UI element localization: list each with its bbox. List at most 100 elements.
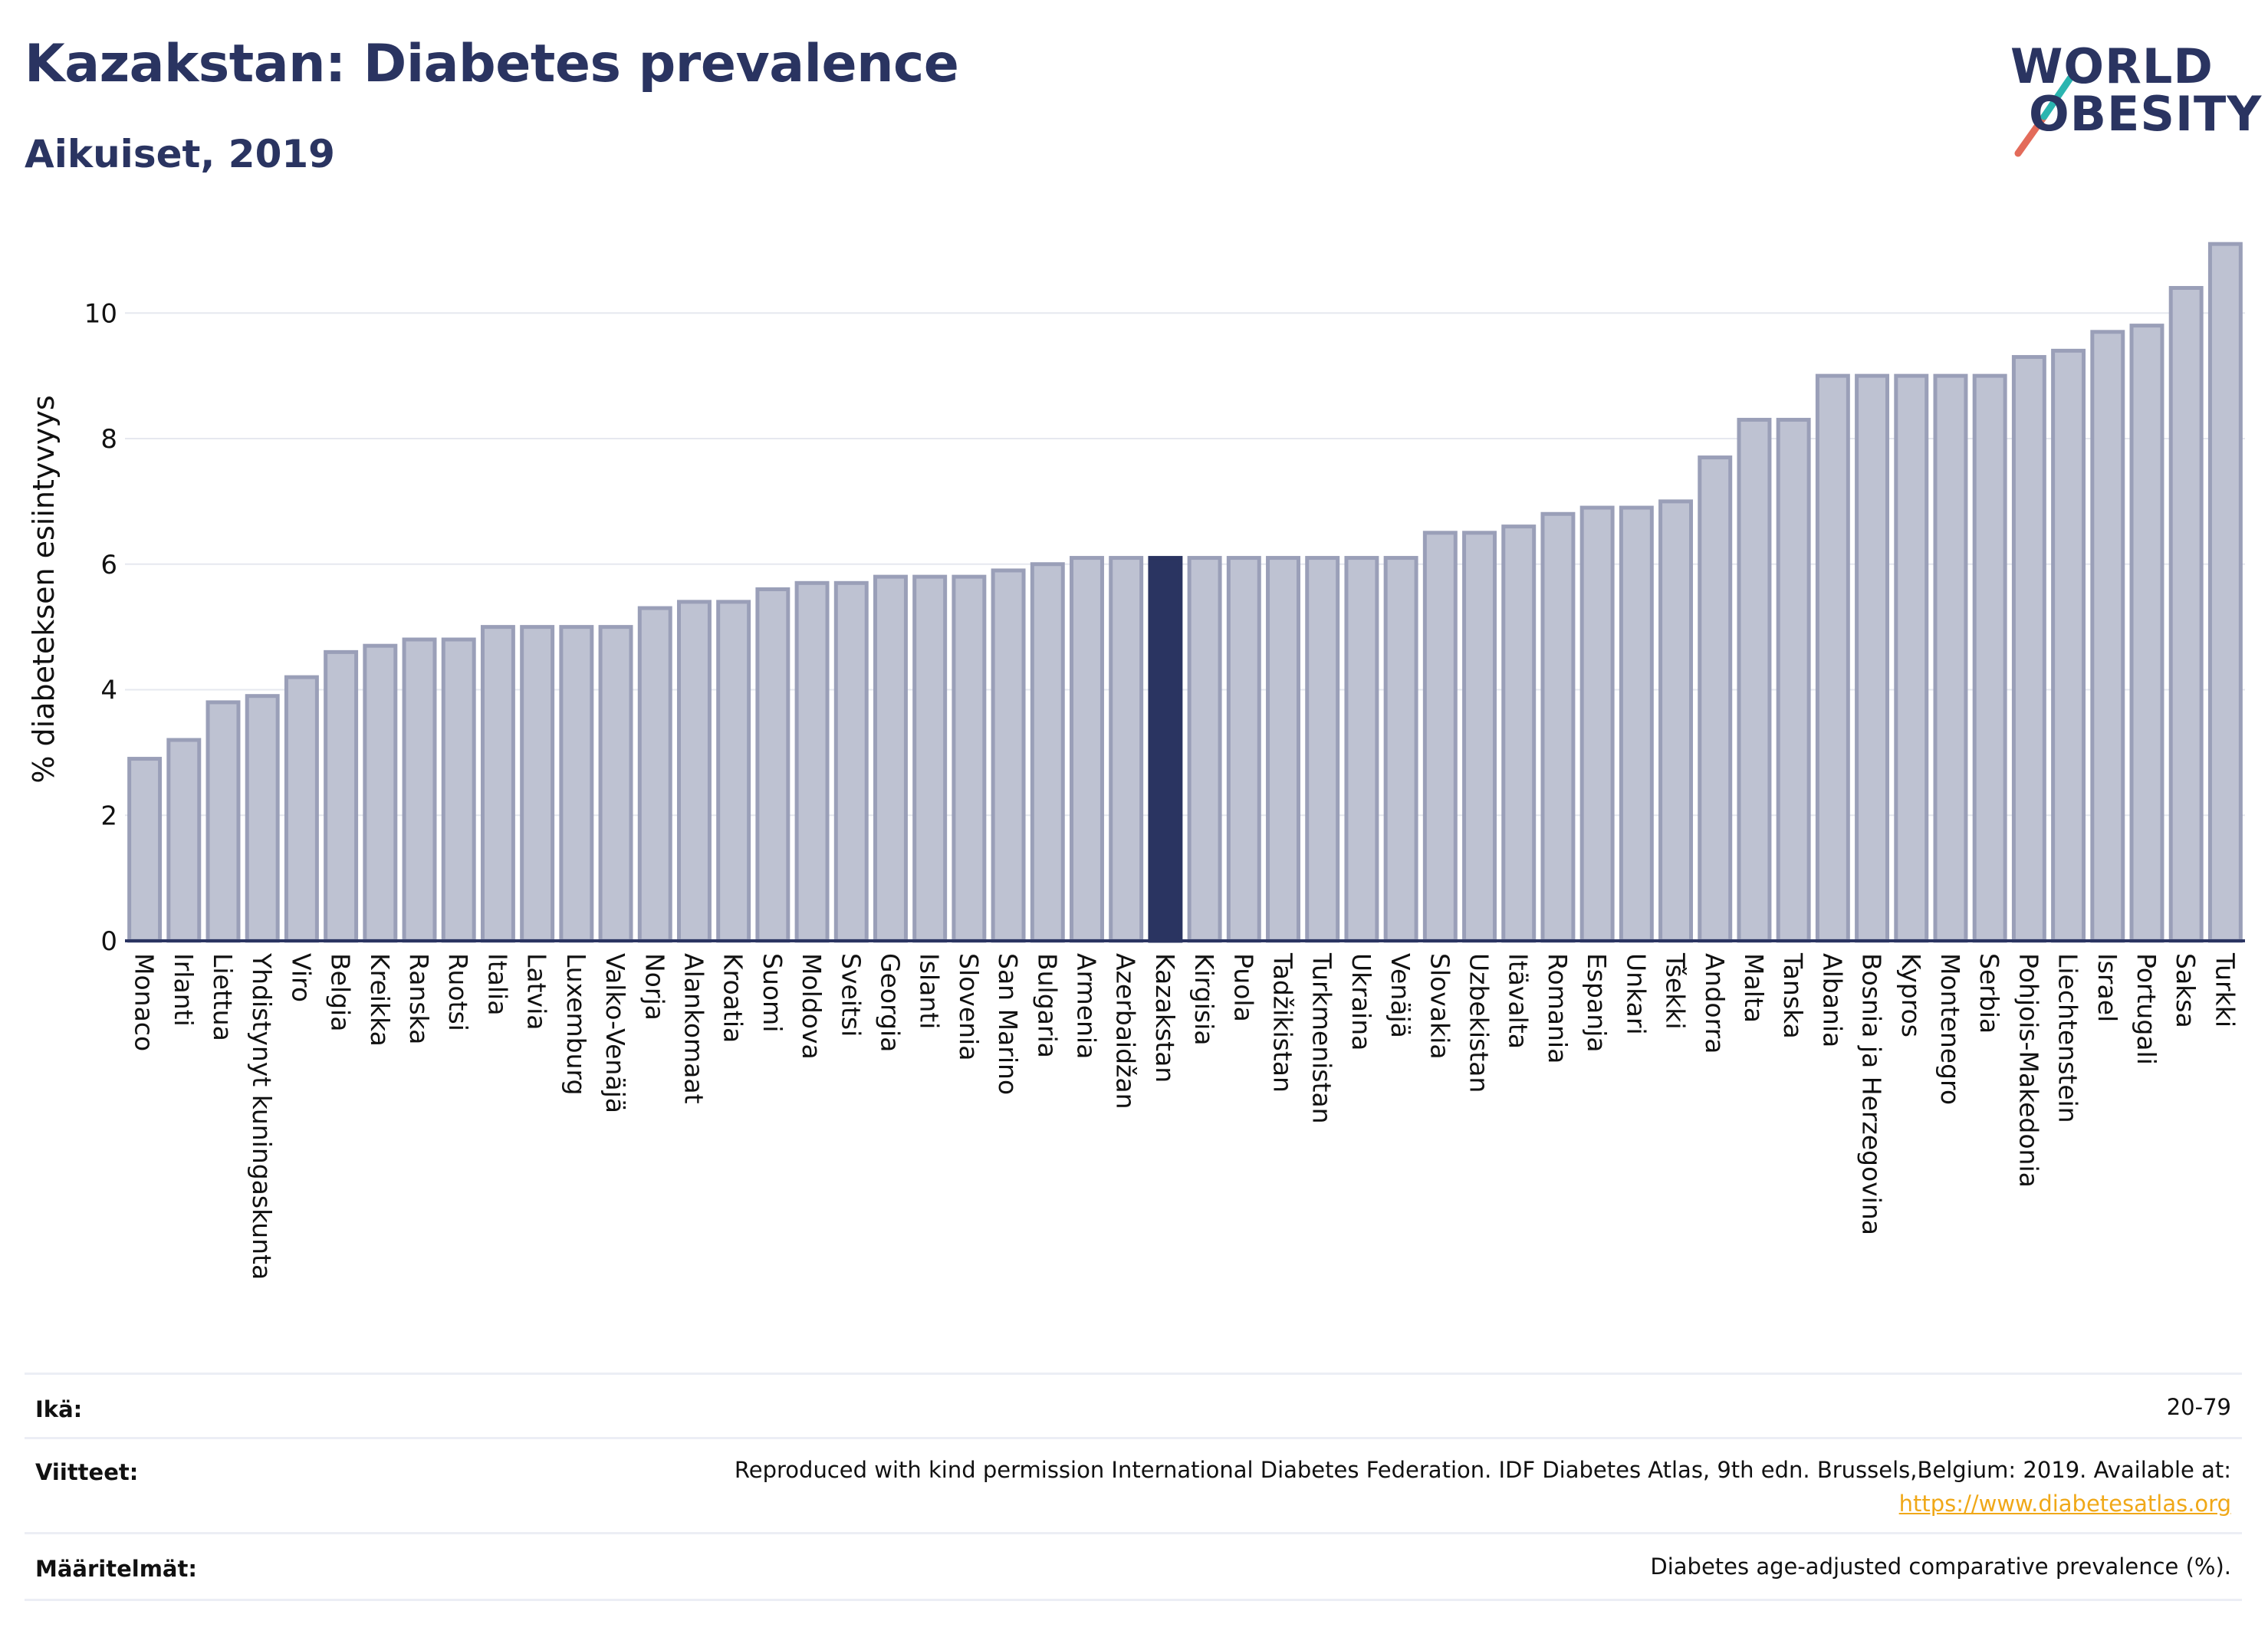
logo-slash-icon	[2014, 74, 2074, 157]
bar	[1737, 417, 1772, 943]
bar	[520, 625, 555, 943]
x-tick-label: Albania	[1817, 953, 1847, 1047]
bar	[755, 587, 791, 943]
x-tick-label: Bulgaria	[1032, 953, 1062, 1058]
bar	[402, 637, 437, 943]
x-tick-label: Georgia	[875, 953, 905, 1052]
x-tick-label: Bosnia ja Herzegovina	[1857, 953, 1887, 1235]
bar	[205, 700, 241, 943]
x-tick-label: Liechtenstein	[2053, 953, 2083, 1123]
x-tick-label: Pohjois-Makedonia	[2013, 953, 2043, 1188]
x-tick-label: Norja	[639, 953, 669, 1021]
x-tick-label: Islanti	[915, 953, 945, 1029]
x-tick-label: Ranska	[404, 953, 434, 1044]
bar	[1462, 531, 1497, 943]
bar	[1344, 556, 1379, 943]
x-tick-label: Kazakstan	[1150, 953, 1180, 1083]
bar	[1658, 499, 1694, 943]
bar	[1540, 511, 1576, 943]
chart-subtitle: Aikuiset, 2019	[25, 132, 335, 176]
footer-row-references: Viitteet: Reproduced with kind permissio…	[25, 1437, 2242, 1534]
y-axis-label: % diabeteksen esiintyvyys	[27, 395, 61, 783]
x-tick-label: Ruotsi	[443, 953, 473, 1031]
footer-value-definitions: Diabetes age-adjusted comparative preval…	[1650, 1553, 2231, 1580]
bar	[873, 574, 908, 943]
bar	[2051, 348, 2086, 943]
x-tick-label: Kroatia	[718, 953, 748, 1043]
bar	[1030, 562, 1065, 943]
x-tick-label: Kirgisia	[1189, 953, 1219, 1046]
footer-value-references: Reproduced with kind permission Internat…	[735, 1453, 2231, 1521]
bar	[1266, 556, 1300, 943]
world-obesity-logo[interactable]: WORLD OBESITY	[1994, 31, 2261, 169]
bar	[1187, 556, 1222, 943]
y-tick-label: 2	[100, 801, 117, 831]
x-tick-label: Viro	[286, 953, 316, 1002]
x-tick-label: Serbia	[1974, 953, 2004, 1034]
x-tick-label: Kypros	[1896, 953, 1926, 1037]
x-tick-label: Tadžikistan	[1268, 952, 1298, 1093]
x-tick-label: Israel	[2092, 953, 2122, 1022]
bar	[637, 606, 672, 943]
logo-text-obesity: OBESITY	[2029, 86, 2263, 142]
bar-chart: 0 2 4 6 8 10 % diabeteksen esiintyvyys Monaco Ir…	[27, 242, 2245, 1280]
bar	[1501, 524, 1537, 943]
bar	[1305, 556, 1340, 943]
x-tick-label: Espanja	[1582, 953, 1612, 1053]
bar	[1422, 531, 1458, 943]
bar	[1855, 373, 1890, 943]
bar	[2129, 324, 2164, 943]
bar	[2090, 330, 2125, 943]
x-tick-label: San Marino	[993, 953, 1023, 1095]
bar	[441, 637, 476, 943]
bar	[284, 675, 319, 943]
x-tick-label: Kreikka	[365, 953, 395, 1047]
footer-row-age: Ikä: 20-79	[25, 1373, 2242, 1439]
y-tick-label: 0	[100, 926, 117, 957]
x-tick-label: Tanska	[1778, 952, 1808, 1039]
footer-row-definitions: Määritelmät: Diabetes age-adjusted compa…	[25, 1532, 2242, 1601]
references-link[interactable]: https://www.diabetesatlas.org	[1898, 1491, 2231, 1517]
bar	[1619, 505, 1654, 943]
bar	[127, 757, 163, 943]
x-tick-label: Yhdistynyt kuningaskunta	[247, 952, 277, 1280]
bar	[676, 600, 712, 943]
bar	[1933, 373, 1968, 943]
bar	[1148, 556, 1183, 943]
x-tick-label: Belgia	[326, 953, 356, 1031]
chart-title: Kazakstan: Diabetes prevalence	[25, 34, 959, 94]
bar	[1894, 373, 1929, 943]
x-tick-label: Portugali	[2132, 953, 2161, 1065]
footer-value-age: 20-79	[2166, 1394, 2231, 1420]
x-tick-label: Slovakia	[1425, 953, 1454, 1060]
bar	[912, 574, 948, 943]
bar	[245, 694, 280, 943]
x-tick-label: Venäjä	[1385, 953, 1415, 1038]
x-tick-label: Liettua	[208, 953, 238, 1041]
x-tick-label: Moldova	[797, 953, 827, 1060]
footer-label-definitions: Määritelmät:	[35, 1556, 197, 1582]
bar	[1776, 417, 1811, 943]
x-tick-label: Turkmenistan	[1307, 952, 1337, 1124]
x-tick-label: Turkki	[2210, 952, 2240, 1027]
footer-label-age: Ikä:	[35, 1396, 83, 1422]
bar	[480, 625, 515, 943]
bar	[1383, 556, 1418, 943]
x-tick-label: Valko-Venäjä	[600, 953, 630, 1113]
bar	[559, 625, 594, 943]
bar	[952, 574, 987, 943]
bar	[2011, 355, 2046, 943]
bar	[1109, 556, 1144, 943]
bar	[833, 580, 869, 943]
bar	[1815, 373, 1850, 943]
x-tick-label: Armenia	[1071, 953, 1101, 1059]
y-tick-label: 6	[100, 550, 117, 580]
bar	[794, 580, 830, 943]
y-tick-label: 10	[84, 298, 117, 329]
x-tick-label: Latvia	[522, 953, 552, 1030]
x-tick-label: Azerbaidžan	[1111, 953, 1141, 1110]
bar	[166, 738, 202, 943]
x-tick-label: Alankomaat	[679, 953, 708, 1104]
y-tick-label: 8	[100, 424, 117, 455]
x-tick-label: Sveitsi	[836, 953, 866, 1037]
